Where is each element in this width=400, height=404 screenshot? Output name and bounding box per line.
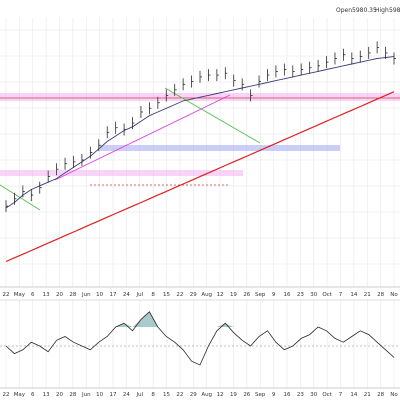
x-tick-label: 8 [151,392,155,398]
x-axis-bottom: 22 May 6 13 20 28 Jun 10 17 24 Jul 8 15 22 29 Aug 12 19 26… [3,392,399,398]
x-tick-label: 9 [272,392,276,398]
x-tick-label: 7 [339,292,343,298]
x-tick-label: May [14,392,26,398]
x-tick-label: 9 [272,292,276,298]
x-tick-label: 29 [190,292,197,298]
x-tick-label: Aug [201,392,212,398]
high-label: High [375,7,389,14]
x-tick-label: 23 [297,292,304,298]
x-tick-label: 19 [230,392,237,398]
indicator-layer [0,311,400,366]
x-tick-label: 20 [56,292,63,298]
x-tick-label: 10 [96,392,103,398]
x-tick-label: 30 [310,292,317,298]
x-tick-label: 30 [310,392,317,398]
x-tick-label: 14 [350,292,357,298]
x-tick-label: Sep [255,392,266,398]
pink-support-zone [0,170,243,176]
x-tick-label: 13 [43,292,50,298]
x-tick-label: 20 [56,392,63,398]
x-tick-label: 21 [364,392,371,398]
x-tick-label: 8 [151,292,155,298]
x-tick-label: Jul [135,292,143,298]
x-tick-label: 16 [283,292,290,298]
x-tick-label: No [390,292,398,298]
x-tick-label: 12 [217,292,224,298]
x-tick-label: 26 [243,292,250,298]
x-tick-label: 14 [350,392,357,398]
x-tick-label: 24 [123,292,130,298]
x-tick-label: 15 [163,392,170,398]
x-tick-label: 6 [31,392,35,398]
x-tick-label: 16 [283,392,290,398]
price-bars-layer [5,41,396,213]
x-tick-label: May [14,292,26,298]
x-tick-label: Jun [81,392,91,398]
x-tick-label: 28 [377,292,384,298]
x-tick-label: 17 [110,392,117,398]
x-tick-label: No [390,392,398,398]
x-tick-label: 28 [69,292,76,298]
grid-layer [0,18,400,388]
x-axis-top: 22 May 6 13 20 28 Jun 10 17 24 Jul 8 15 22 29 Aug 12 19 26… [3,292,399,298]
x-tick-label: 29 [190,392,197,398]
header-readout: Open 5980.35 High 5986 [336,7,400,14]
x-tick-label: 15 [163,292,170,298]
x-tick-label: 22 [176,292,183,298]
short-moving-average-line [5,56,395,209]
x-tick-label: 28 [377,392,384,398]
x-tick-label: 7 [339,392,343,398]
x-tick-label: 12 [217,392,224,398]
x-tick-label: 23 [297,392,304,398]
long-moving-average-line [5,91,395,263]
indicator-line [5,311,395,366]
x-tick-label: 22 [3,292,10,298]
x-tick-label: 26 [243,392,250,398]
x-tick-label: 17 [110,292,117,298]
x-tick-label: 28 [69,392,76,398]
x-tick-label: 22 [176,392,183,398]
moving-average-layer [5,56,395,263]
open-label: Open [336,7,352,14]
green-trendline-upper [164,87,261,144]
x-tick-label: Oct [322,292,332,298]
high-value: 5986 [389,7,400,14]
blue-support-zone [100,145,340,151]
x-tick-label: 22 [3,392,10,398]
x-tick-label: 10 [96,292,103,298]
x-tick-label: 19 [230,292,237,298]
x-tick-label: Jun [81,292,91,298]
x-tick-label: Jul [135,392,143,398]
x-tick-label: 24 [123,392,130,398]
x-tick-label: Sep [255,292,266,298]
x-tick-label: 21 [364,292,371,298]
x-tick-label: Oct [322,392,332,398]
x-tick-label: Aug [201,292,212,298]
open-value: 5980.35 [352,7,377,14]
x-tick-label: 13 [43,392,50,398]
x-tick-label: 6 [31,292,35,298]
